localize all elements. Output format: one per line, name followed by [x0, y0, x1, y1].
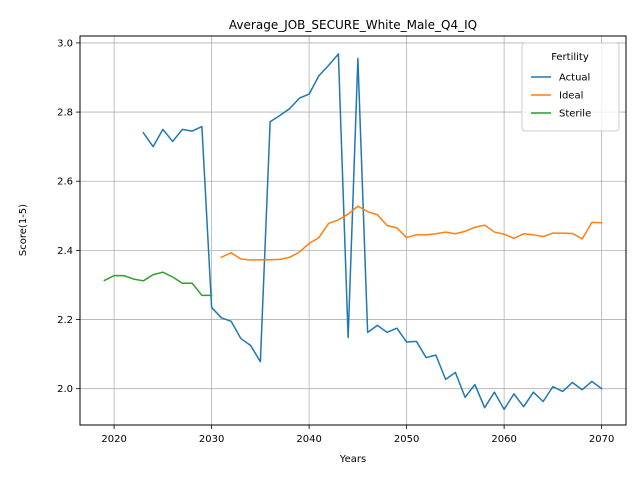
- legend-label-sterile: Sterile: [559, 109, 591, 120]
- legend-label-ideal: Ideal: [559, 91, 583, 102]
- x-axis-label: Years: [339, 454, 366, 465]
- legend-label-actual: Actual: [559, 73, 590, 84]
- series-line-sterile: [103, 271, 213, 297]
- series-line-actual: [142, 53, 603, 411]
- plot-frame: [79, 35, 627, 426]
- x-tick-label: 2020: [101, 434, 126, 445]
- y-tick-label: 2.6: [57, 177, 73, 188]
- x-ticks: 2020 2030 2040 2050 2060 2070: [101, 425, 614, 445]
- chart-title: Average_JOB_SECURE_White_Male_Q4_IQ: [229, 18, 477, 32]
- legend-entries: Actual Ideal Sterile: [531, 73, 591, 120]
- y-tick-label: 3.0: [57, 38, 73, 49]
- y-tick-label: 2.4: [57, 246, 73, 257]
- series-lines: [103, 53, 603, 411]
- y-ticks: 2.0 2.2 2.4 2.6 2.8 3.0: [57, 38, 80, 395]
- x-tick-label: 2060: [491, 434, 516, 445]
- legend-title: Fertility: [551, 52, 589, 63]
- legend: Fertility Actual Ideal Sterile: [521, 42, 620, 132]
- y-tick-label: 2.0: [57, 384, 73, 395]
- y-axis-label: Score(1-5): [18, 204, 29, 256]
- x-tick-label: 2040: [296, 434, 321, 445]
- y-tick-label: 2.2: [57, 315, 73, 326]
- series-line-ideal: [220, 205, 603, 261]
- y-tick-label: 2.8: [57, 108, 73, 119]
- x-tick-label: 2030: [199, 434, 224, 445]
- x-tick-label: 2050: [394, 434, 419, 445]
- legend-box: [521, 42, 620, 132]
- x-tick-label: 2070: [589, 434, 614, 445]
